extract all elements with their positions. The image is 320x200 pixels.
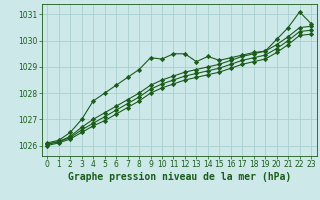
X-axis label: Graphe pression niveau de la mer (hPa): Graphe pression niveau de la mer (hPa) bbox=[68, 172, 291, 182]
